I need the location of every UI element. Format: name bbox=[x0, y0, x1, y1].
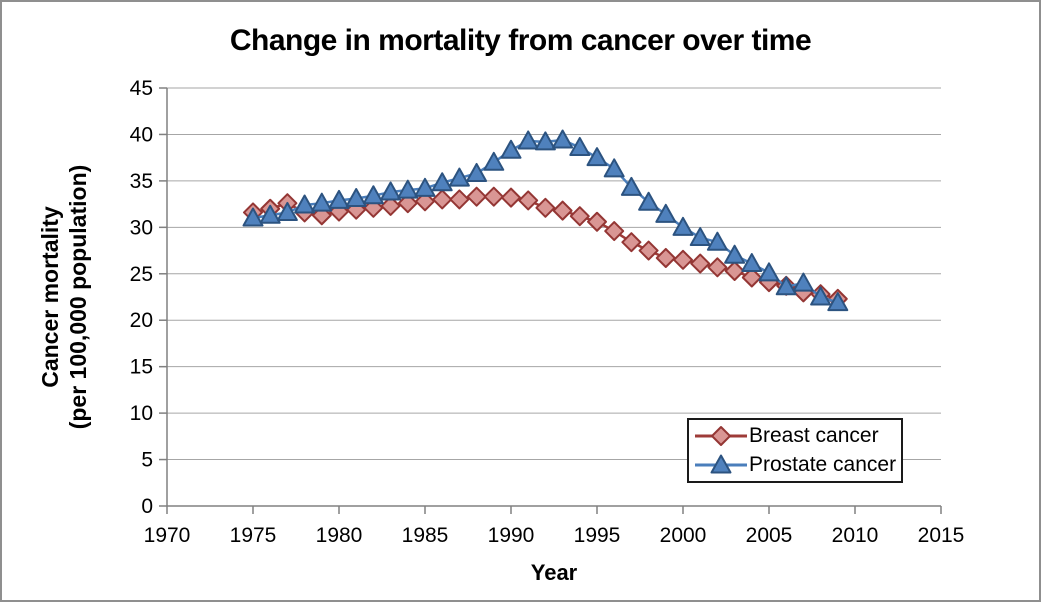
marker-breast-cancer-2001 bbox=[690, 253, 711, 274]
chart-title: Change in mortality from cancer over tim… bbox=[229, 24, 812, 57]
marker-breast-cancer-1988 bbox=[466, 186, 487, 207]
marker-prostate-cancer-1990 bbox=[500, 139, 522, 159]
y-tick-label-30: 30 bbox=[130, 216, 153, 239]
marker-prostate-cancer-1988 bbox=[466, 162, 488, 182]
y-tick-label-35: 35 bbox=[130, 170, 153, 193]
marker-breast-cancer-1989 bbox=[483, 186, 504, 207]
marker-breast-cancer-1998 bbox=[638, 240, 659, 261]
marker-breast-cancer-1992 bbox=[535, 197, 556, 218]
y-tick-label-45: 45 bbox=[130, 77, 153, 100]
marker-prostate-cancer-2006 bbox=[775, 276, 797, 296]
x-tick-label-1980: 1980 bbox=[316, 524, 363, 547]
marker-prostate-cancer-2002 bbox=[706, 231, 728, 251]
marker-breast-cancer-1985 bbox=[415, 191, 435, 212]
y-tick-label-10: 10 bbox=[130, 402, 153, 425]
legend: Breast cancer Prostate cancer bbox=[687, 418, 903, 483]
marker-prostate-cancer-1998 bbox=[638, 191, 660, 211]
x-tick-label-1990: 1990 bbox=[488, 524, 535, 547]
marker-prostate-cancer-1985 bbox=[414, 177, 436, 197]
legend-marker-prostate-cancer-icon bbox=[695, 454, 747, 474]
marker-prostate-cancer-1995 bbox=[586, 147, 608, 167]
x-tick-label-1975: 1975 bbox=[230, 524, 277, 547]
x-tick-label-2015: 2015 bbox=[918, 524, 965, 547]
marker-prostate-cancer-1976 bbox=[259, 204, 281, 224]
marker-prostate-cancer-1979 bbox=[311, 192, 333, 212]
y-tick-label-40: 40 bbox=[130, 123, 153, 146]
marker-prostate-cancer-1999 bbox=[655, 203, 677, 223]
x-tick-label-2000: 2000 bbox=[660, 524, 707, 547]
marker-prostate-cancer-2009 bbox=[827, 292, 849, 312]
marker-prostate-cancer-1989 bbox=[483, 151, 505, 171]
marker-prostate-cancer-2000 bbox=[672, 216, 694, 236]
marker-breast-cancer-1991 bbox=[518, 190, 539, 211]
marker-prostate-cancer-1977 bbox=[276, 201, 298, 221]
marker-prostate-cancer-1983 bbox=[380, 181, 402, 201]
marker-breast-cancer-1995 bbox=[587, 211, 607, 232]
x-tick-label-1970: 1970 bbox=[144, 524, 191, 547]
legend-swatch-marker-breast-cancer bbox=[711, 426, 731, 446]
legend-label-prostate-cancer: Prostate cancer bbox=[749, 453, 897, 476]
marker-prostate-cancer-1987 bbox=[448, 167, 470, 187]
marker-breast-cancer-2000 bbox=[673, 249, 693, 270]
y-tick-label-15: 15 bbox=[130, 356, 153, 379]
marker-prostate-cancer-2007 bbox=[792, 272, 814, 292]
marker-prostate-cancer-2008 bbox=[810, 286, 832, 306]
marker-breast-cancer-2002 bbox=[707, 257, 728, 278]
marker-breast-cancer-1997 bbox=[621, 232, 642, 253]
marker-breast-cancer-1999 bbox=[655, 247, 676, 268]
marker-breast-cancer-2003 bbox=[724, 260, 745, 281]
x-tick-label-1985: 1985 bbox=[402, 524, 449, 547]
legend-item-breast-cancer: Breast cancer bbox=[693, 422, 897, 451]
legend-label-breast-cancer: Breast cancer bbox=[749, 424, 879, 447]
marker-breast-cancer-1990 bbox=[501, 187, 521, 208]
marker-prostate-cancer-1982 bbox=[362, 185, 384, 205]
marker-prostate-cancer-1981 bbox=[345, 188, 367, 208]
marker-breast-cancer-2004 bbox=[741, 267, 762, 288]
marker-breast-cancer-1986 bbox=[432, 189, 453, 210]
marker-prostate-cancer-1980 bbox=[328, 189, 350, 209]
marker-breast-cancer-1996 bbox=[604, 221, 625, 242]
x-tick-label-2010: 2010 bbox=[832, 524, 879, 547]
x-tick-label-1995: 1995 bbox=[574, 524, 621, 547]
marker-prostate-cancer-1986 bbox=[431, 172, 453, 192]
y-tick-label-5: 5 bbox=[141, 449, 153, 472]
marker-prostate-cancer-1984 bbox=[397, 179, 419, 199]
marker-prostate-cancer-1993 bbox=[552, 129, 574, 149]
marker-breast-cancer-1983 bbox=[380, 195, 401, 216]
marker-prostate-cancer-2003 bbox=[724, 244, 746, 264]
marker-breast-cancer-1984 bbox=[397, 193, 418, 214]
marker-breast-cancer-1993 bbox=[552, 200, 573, 221]
y-tick-label-25: 25 bbox=[130, 263, 153, 286]
legend-swatch-marker-prostate-cancer bbox=[710, 454, 732, 474]
marker-breast-cancer-1987 bbox=[449, 189, 470, 210]
legend-item-prostate-cancer: Prostate cancer bbox=[693, 451, 897, 480]
x-axis-title: Year bbox=[530, 560, 578, 585]
marker-prostate-cancer-1996 bbox=[603, 158, 625, 178]
marker-prostate-cancer-1978 bbox=[294, 194, 316, 214]
marker-breast-cancer-1994 bbox=[569, 206, 590, 227]
marker-prostate-cancer-2004 bbox=[741, 253, 763, 273]
marker-prostate-cancer-2005 bbox=[758, 262, 780, 282]
x-tick-label-2005: 2005 bbox=[746, 524, 793, 547]
legend-marker-breast-cancer-icon bbox=[695, 426, 747, 446]
y-tick-label-20: 20 bbox=[130, 309, 153, 332]
y-tick-label-0: 0 bbox=[141, 495, 153, 518]
marker-prostate-cancer-2001 bbox=[689, 227, 711, 247]
marker-prostate-cancer-1994 bbox=[569, 136, 591, 156]
marker-prostate-cancer-1992 bbox=[534, 131, 556, 151]
marker-prostate-cancer-1975 bbox=[242, 207, 264, 227]
marker-prostate-cancer-1997 bbox=[620, 176, 642, 196]
marker-prostate-cancer-1991 bbox=[517, 130, 539, 150]
